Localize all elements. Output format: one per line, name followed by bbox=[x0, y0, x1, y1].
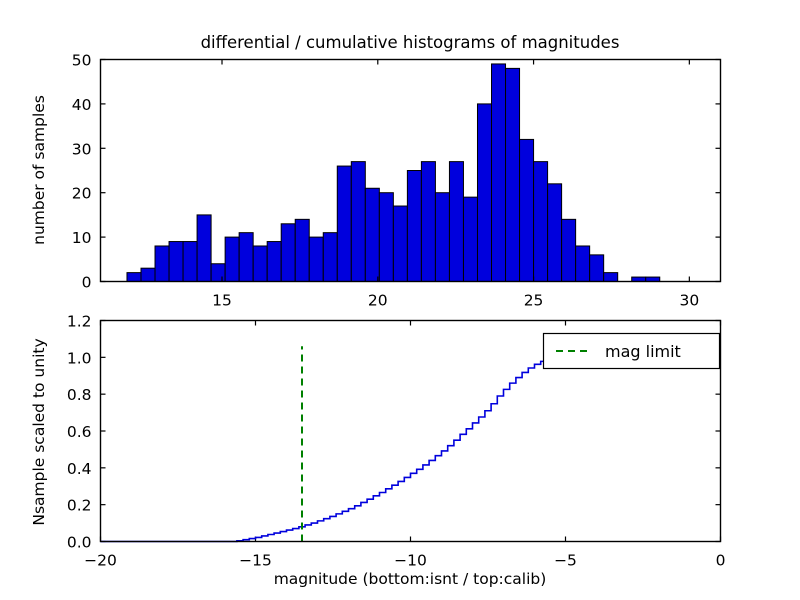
top-ytick-label: 50 bbox=[72, 52, 92, 70]
histogram-bar bbox=[463, 197, 477, 281]
histogram-bar bbox=[253, 246, 267, 282]
legend[interactable]: mag limit bbox=[544, 334, 720, 369]
bottom-xtick-label: −10 bbox=[394, 552, 427, 570]
top-xtick-label: 25 bbox=[524, 292, 544, 310]
figure-title: differential / cumulative histograms of … bbox=[201, 33, 620, 52]
bottom-xtick-label: −5 bbox=[554, 552, 577, 570]
histogram-bar bbox=[520, 139, 534, 281]
top-ytick-label: 10 bbox=[72, 229, 92, 247]
bottom-ytick-label: 1.2 bbox=[67, 313, 92, 331]
top-xtick-label: 20 bbox=[368, 292, 388, 310]
legend-label-mag-limit: mag limit bbox=[605, 342, 681, 361]
bottom-xtick-label: −15 bbox=[239, 552, 272, 570]
bottom-ytick-label: 0.0 bbox=[67, 534, 92, 552]
bottom-ytick-label: 0.8 bbox=[67, 386, 92, 404]
histogram-bar bbox=[576, 246, 590, 282]
histogram-bar bbox=[323, 233, 337, 282]
top-ytick-label: 40 bbox=[72, 96, 92, 114]
histogram-bar bbox=[604, 273, 618, 282]
matplotlib-figure: differential / cumulative histograms of … bbox=[0, 0, 800, 600]
histogram-bar bbox=[183, 242, 197, 282]
histogram-bar bbox=[393, 206, 407, 281]
histogram-bar bbox=[295, 219, 309, 281]
histogram-bar bbox=[267, 242, 281, 282]
histogram-bar bbox=[225, 237, 239, 281]
histogram-bar bbox=[379, 193, 393, 282]
histogram-bar bbox=[562, 219, 576, 281]
histogram-bar bbox=[477, 104, 491, 282]
histogram-bar bbox=[449, 162, 463, 282]
histogram-bar bbox=[492, 64, 506, 282]
bottom-ytick-label: 0.4 bbox=[67, 460, 92, 478]
top-ytick-label: 30 bbox=[72, 140, 92, 158]
histogram-bar bbox=[281, 224, 295, 282]
top-ylabel: number of samples bbox=[30, 95, 48, 245]
bottom-xtick-label: −20 bbox=[84, 552, 117, 570]
histogram-bar bbox=[197, 215, 211, 282]
histogram-bar bbox=[548, 184, 562, 282]
histogram-bar bbox=[421, 162, 435, 282]
histogram-bar bbox=[309, 237, 323, 281]
histogram-bar bbox=[337, 166, 351, 281]
histogram-bar bbox=[127, 273, 141, 282]
bottom-xtick-label: 0 bbox=[716, 552, 726, 570]
bottom-ytick-label: 0.2 bbox=[67, 497, 92, 515]
histogram-bar bbox=[155, 246, 169, 282]
bottom-xlabel: magnitude (bottom:isnt / top:calib) bbox=[274, 570, 547, 588]
histogram-bar bbox=[506, 68, 520, 281]
top-xtick-label: 30 bbox=[679, 292, 699, 310]
top-xtick-label: 15 bbox=[212, 292, 232, 310]
histogram-bar bbox=[239, 233, 253, 282]
bottom-ytick-label: 0.6 bbox=[67, 423, 92, 441]
histogram-bar bbox=[365, 188, 379, 281]
histogram-bar bbox=[169, 242, 183, 282]
histogram-bar bbox=[407, 171, 421, 282]
bottom-ytick-label: 1.0 bbox=[67, 349, 92, 367]
histogram-bar bbox=[435, 193, 449, 282]
figure-canvas: differential / cumulative histograms of … bbox=[0, 0, 800, 600]
histogram-bar bbox=[590, 255, 604, 282]
histogram-bar bbox=[211, 264, 225, 282]
histogram-bar bbox=[141, 268, 155, 281]
top-ytick-label: 0 bbox=[82, 274, 92, 292]
top-ytick-label: 20 bbox=[72, 185, 92, 203]
bottom-ylabel: Nsample scaled to unity bbox=[30, 338, 48, 525]
histogram-bar bbox=[534, 162, 548, 282]
histogram-bar bbox=[351, 162, 365, 282]
